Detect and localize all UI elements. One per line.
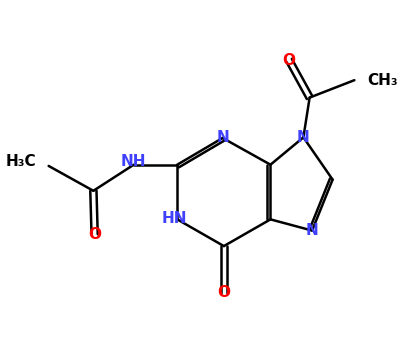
- Text: CH₃: CH₃: [367, 73, 397, 88]
- Text: N: N: [297, 130, 310, 145]
- Text: N: N: [306, 223, 318, 238]
- Text: H₃C: H₃C: [6, 155, 36, 169]
- Text: N: N: [216, 131, 229, 145]
- Text: O: O: [283, 53, 296, 68]
- Text: O: O: [217, 285, 231, 300]
- Text: NH: NH: [121, 154, 147, 169]
- Text: HN: HN: [161, 211, 187, 226]
- Text: O: O: [88, 227, 101, 242]
